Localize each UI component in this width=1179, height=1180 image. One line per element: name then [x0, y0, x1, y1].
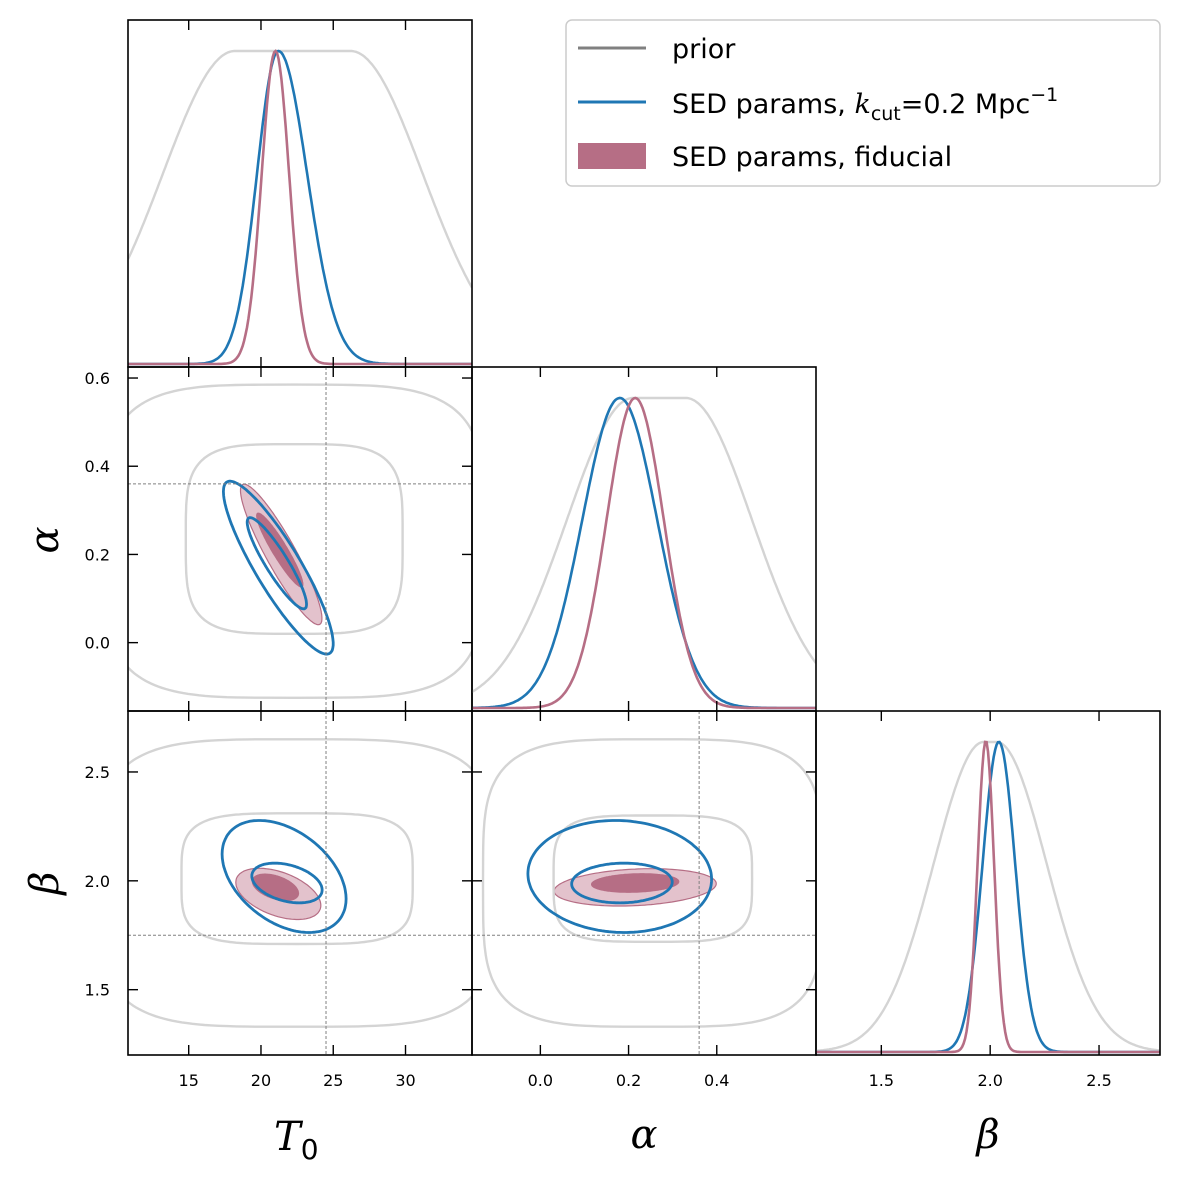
panel-alpha-beta-2d: 0.0 0.2 0.4	[471, 710, 817, 1090]
panel-frame	[471, 366, 817, 712]
marginal-beta-prior	[816, 740, 1160, 1053]
panel-frame	[127, 19, 473, 368]
y-tick-label: 0.6	[85, 369, 110, 388]
x-axis-label-t0: T0	[274, 1114, 319, 1166]
panel-t0-alpha-2d: 0.0 0.2 0.4 0.6	[85, 366, 473, 712]
contour-prior-95	[128, 383, 472, 700]
contour-prior-95	[128, 738, 472, 1028]
marginal-T0-fiducial	[128, 49, 472, 366]
panel-t0-beta-2d: 15 20 25 30 1.5 2.0 2.5	[85, 710, 473, 1090]
contour-kcut-68	[245, 516, 308, 611]
panel-beta-marginal: 1.5 2.0 2.5	[815, 710, 1161, 1090]
marginal-beta-fiducial	[816, 740, 1160, 1054]
panel-content	[472, 396, 816, 710]
marginal-alpha-prior	[472, 396, 816, 693]
contour-kcut-68	[570, 861, 674, 905]
legend-fiducial-swatch	[578, 143, 646, 169]
y-tick-label: 1.5	[85, 981, 110, 1000]
contour-prior-68	[552, 814, 754, 943]
panel-frame	[127, 366, 473, 712]
panel-t0-marginal	[127, 19, 473, 368]
legend-kcut-label: SED params, kcut=0.2 Mpc−1	[672, 84, 1058, 125]
contour-kcut-95	[526, 819, 714, 934]
legend-fiducial-label: SED params, fiducial	[672, 142, 952, 173]
contour-fiducial-68	[591, 873, 680, 893]
y-tick-label: 2.5	[85, 763, 110, 782]
x-tick-label: 0.0	[528, 1071, 553, 1090]
contour-kcut-95	[221, 479, 335, 656]
marginal-alpha-fiducial	[472, 396, 816, 710]
marginal-T0-prior	[128, 49, 472, 289]
x-tick-label: 0.4	[704, 1071, 729, 1090]
panel-alpha-marginal	[471, 366, 817, 712]
x-tick-label: 0.2	[616, 1071, 641, 1090]
x-axis-label-alpha: α	[630, 1112, 657, 1158]
legend-box	[565, 19, 1161, 187]
x-tick-label: 1.5	[869, 1071, 894, 1090]
contour-prior-68	[180, 812, 414, 946]
panel-content	[816, 740, 1160, 1054]
contour-kcut-68	[250, 861, 324, 905]
contour-kcut-95	[220, 819, 348, 934]
panel-frame	[815, 710, 1161, 1056]
x-tick-label: 2.0	[977, 1071, 1002, 1090]
legend: prior SED params, kcut=0.2 Mpc−1 SED par…	[565, 19, 1161, 187]
panel-content	[128, 711, 472, 1055]
x-tick-label: 20	[251, 1071, 271, 1090]
marginal-beta-kcut	[816, 740, 1160, 1054]
x-axis-label-beta: β	[974, 1112, 999, 1158]
y-tick-label: 2.0	[85, 872, 110, 891]
y-axis-label-alpha: α	[22, 526, 68, 553]
x-tick-label: 2.5	[1086, 1071, 1111, 1090]
y-axis-label-beta: β	[22, 871, 68, 896]
marginal-T0-kcut	[128, 49, 472, 366]
y-tick-label: 0.4	[85, 457, 110, 476]
panel-content	[128, 367, 472, 711]
contour-prior-95	[481, 738, 816, 1028]
y-tick-label: 0.2	[85, 545, 110, 564]
y-tick-label: 0.0	[85, 634, 110, 653]
panel-content	[472, 711, 816, 1055]
contour-prior-68	[184, 443, 404, 635]
x-tick-label: 15	[179, 1071, 199, 1090]
panel-content	[128, 49, 472, 366]
x-tick-label: 30	[395, 1071, 415, 1090]
legend-prior-label: prior	[672, 34, 736, 65]
x-tick-label: 25	[323, 1071, 343, 1090]
